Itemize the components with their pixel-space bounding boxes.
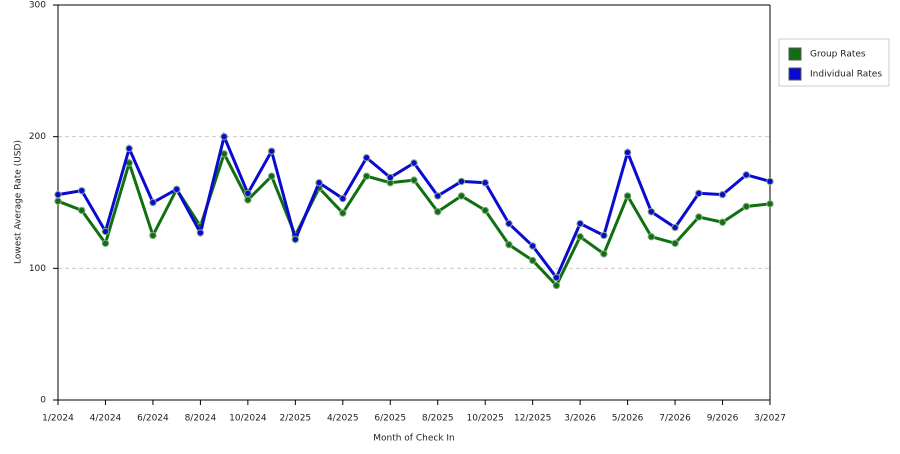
x-tick-label: 12/2025: [514, 414, 551, 424]
data-point: [78, 186, 86, 195]
data-point: [434, 192, 442, 200]
data-point: [671, 239, 679, 248]
x-tick-label: 4/2025: [327, 414, 359, 424]
x-tick-label: 10/2025: [467, 414, 504, 424]
data-point: [552, 281, 561, 290]
data-point: [481, 206, 489, 215]
data-point: [267, 172, 276, 180]
data-point: [742, 202, 750, 211]
y-tick-label: 100: [29, 264, 46, 274]
data-point: [339, 209, 347, 217]
data-point: [481, 179, 489, 187]
data-point: [149, 198, 157, 207]
x-axis-title: Month of Check In: [373, 434, 455, 444]
y-tick-label: 200: [29, 132, 46, 142]
legend-label: Individual Rates: [810, 70, 882, 80]
x-tick-label: 3/2027: [754, 414, 786, 424]
data-point: [101, 227, 110, 236]
x-tick-label: 8/2025: [422, 414, 454, 424]
data-point: [267, 147, 276, 155]
x-tick-label: 4/2024: [90, 414, 122, 424]
x-tick-label: 6/2025: [374, 414, 406, 424]
data-point: [623, 148, 632, 157]
data-point: [718, 190, 727, 199]
data-point: [244, 196, 252, 204]
legend-swatch: [788, 67, 802, 81]
legend-label: Group Rates: [810, 50, 866, 60]
data-point: [766, 177, 774, 186]
data-point: [623, 192, 632, 200]
x-tick-label: 8/2024: [185, 414, 217, 424]
data-point: [362, 154, 371, 162]
data-point: [101, 239, 110, 248]
x-tick-label: 3/2026: [564, 414, 596, 424]
x-tick-label: 1/2024: [42, 414, 74, 424]
y-tick-label: 0: [40, 396, 46, 406]
x-tick-label: 6/2024: [137, 414, 169, 424]
data-point: [78, 206, 86, 215]
data-point: [647, 208, 656, 216]
data-point: [528, 242, 537, 250]
x-tick-label: 9/2026: [707, 414, 739, 424]
data-point: [386, 173, 394, 182]
data-point: [742, 171, 750, 179]
data-point: [196, 229, 205, 237]
y-tick-label: 300: [29, 1, 46, 11]
data-point: [576, 219, 584, 228]
data-point: [220, 132, 228, 141]
data-point: [718, 218, 727, 226]
data-point: [766, 200, 774, 208]
data-point: [362, 172, 371, 180]
data-point: [315, 179, 323, 187]
data-point: [457, 177, 466, 186]
data-point: [600, 231, 608, 240]
data-point: [149, 231, 157, 240]
data-point: [125, 144, 133, 153]
data-point: [457, 192, 466, 200]
data-point: [434, 208, 442, 216]
data-point: [695, 189, 703, 197]
data-point: [410, 176, 418, 184]
data-point: [695, 213, 703, 221]
data-point: [291, 235, 300, 244]
x-tick-label: 2/2025: [279, 414, 311, 424]
data-point: [54, 190, 62, 199]
y-axis-title: Lowest Average Rate (USD): [14, 140, 24, 264]
data-point: [505, 240, 513, 249]
data-point: [505, 219, 513, 228]
data-point: [410, 159, 418, 167]
data-point: [600, 250, 608, 258]
data-point: [576, 233, 584, 241]
data-point: [647, 233, 656, 241]
data-point: [528, 256, 537, 265]
x-tick-label: 7/2026: [659, 414, 691, 424]
data-point: [172, 185, 181, 194]
data-point: [552, 273, 561, 282]
legend-swatch: [788, 47, 802, 61]
data-point: [54, 197, 62, 205]
x-tick-label: 10/2024: [229, 414, 267, 424]
x-tick-label: 5/2026: [612, 414, 644, 424]
data-point: [671, 223, 679, 232]
data-point: [244, 189, 252, 197]
data-point: [339, 194, 347, 203]
